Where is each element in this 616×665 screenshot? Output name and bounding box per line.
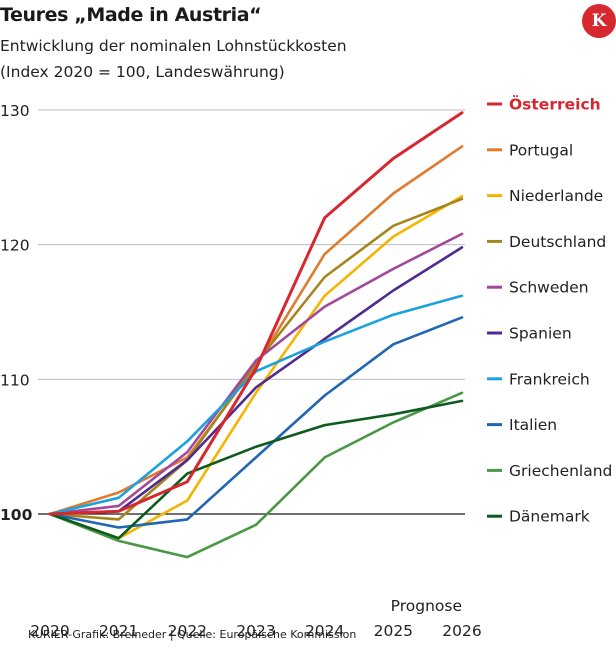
y-tick-labels: 100 110 120 130 <box>0 102 33 524</box>
series-line-griechenland <box>48 391 464 559</box>
footer-credit: KURIER-Grafik: Breineder | Quelle: Europ… <box>28 628 357 641</box>
x-tick-2026: 2026 <box>442 622 481 640</box>
legend-label-dänemark: Dänemark <box>509 508 590 526</box>
x-tick-2020: 2020 <box>30 622 69 640</box>
series-line-österreich <box>48 111 464 516</box>
legend: Österreich Portugal Niederlande Deutschland… <box>487 95 612 526</box>
x-tick-labels: 2020 2021 2022 2023 2024 2025 2026 <box>30 622 481 640</box>
legend-label-portugal: Portugal <box>509 141 573 159</box>
chart-subtitle-line2: (Index 2020 = 100, Landeswährung) <box>0 63 285 81</box>
legend-label-deutschland: Deutschland <box>509 233 606 251</box>
series-lines <box>48 111 464 559</box>
legend-label-griechenland: Griechenland <box>509 462 612 480</box>
x-tick-2023: 2023 <box>236 622 275 640</box>
legend-label-spanien: Spanien <box>509 325 572 343</box>
legend-label-schweden: Schweden <box>509 279 589 297</box>
series-line-dänemark <box>48 399 464 540</box>
x-tick-2024: 2024 <box>305 622 344 640</box>
chart-subtitle-line1: Entwicklung der nominalen Lohnstückkoste… <box>0 37 347 55</box>
x-tick-2022: 2022 <box>168 622 207 640</box>
y-tick-120: 120 <box>0 237 30 255</box>
series-line-schweden <box>48 232 464 516</box>
chart-title: Teures „Made in Austria“ <box>0 4 262 26</box>
x-tick-2021: 2021 <box>99 622 138 640</box>
legend-label-frankreich: Frankreich <box>509 370 590 388</box>
series-line-italien <box>48 316 464 529</box>
series-line-spanien <box>48 246 464 516</box>
series-line-frankreich <box>48 294 464 516</box>
series-line-deutschland <box>48 197 464 521</box>
legend-label-italien: Italien <box>509 416 557 434</box>
y-tick-130: 130 <box>0 102 30 120</box>
kurier-logo: K <box>582 4 616 38</box>
legend-label-österreich: Österreich <box>509 95 601 114</box>
y-tick-110: 110 <box>0 371 30 389</box>
y-tick-100: 100 <box>0 506 33 524</box>
legend-label-niederlande: Niederlande <box>509 187 603 205</box>
x-tick-2025: 2025 <box>374 622 413 640</box>
grid-lines <box>38 109 465 515</box>
forecast-label: Prognose <box>391 597 462 615</box>
